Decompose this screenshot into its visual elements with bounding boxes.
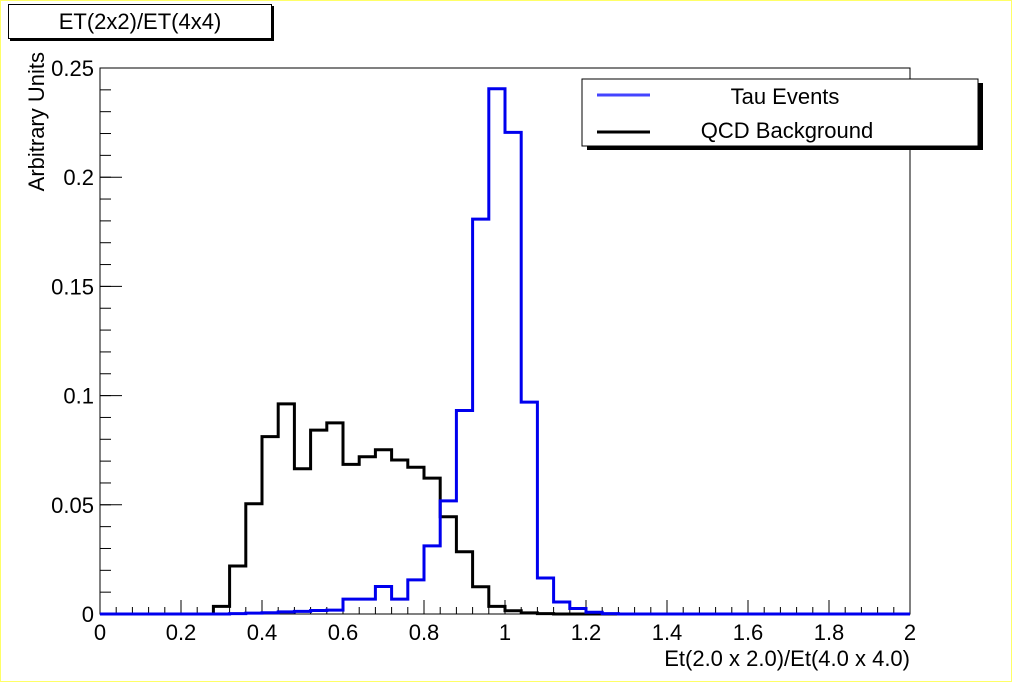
x-tick-label: 1.6 — [733, 620, 764, 645]
chart-title: ET(2x2)/ET(4x4) — [8, 4, 272, 39]
series-layer — [100, 87, 910, 616]
legend: Tau Events QCD Background — [581, 78, 983, 150]
y-tick-labels: 0 0.05 0.1 0.15 0.2 0.25 — [51, 56, 94, 627]
x-tick-labels: 0 0.2 0.4 0.6 0.8 1 1.2 1.4 1.6 1.8 2 — [94, 620, 916, 645]
legend-label-tau: Tau Events — [731, 84, 840, 109]
x-tick-label: 0 — [94, 620, 106, 645]
x-tick-label: 0.4 — [247, 620, 278, 645]
x-tick-label: 2 — [904, 620, 916, 645]
x-tick-label: 1 — [499, 620, 511, 645]
x-tick-label: 1.4 — [652, 620, 683, 645]
y-tick-label: 0.15 — [51, 274, 94, 299]
y-tick-label: 0.25 — [51, 56, 94, 81]
y-tick-label: 0.2 — [63, 165, 94, 190]
y-tick-label: 0.1 — [63, 384, 94, 409]
legend-box — [581, 78, 979, 147]
x-tick-label: 0.6 — [328, 620, 359, 645]
x-tick-label: 0.2 — [166, 620, 197, 645]
x-axis-label: Et(2.0 x 2.0)/Et(4.0 x 4.0) — [664, 646, 910, 671]
series-tau-events — [100, 87, 910, 616]
series-qcd-background — [100, 402, 910, 616]
legend-label-qcd: QCD Background — [701, 118, 873, 143]
x-tick-label: 1.2 — [571, 620, 602, 645]
y-axis-label: Arbitrary Units — [24, 52, 49, 191]
x-tick-label: 0.8 — [409, 620, 440, 645]
y-tick-label: 0 — [82, 602, 94, 627]
y-tick-label: 0.05 — [51, 493, 94, 518]
x-tick-label: 1.8 — [814, 620, 845, 645]
